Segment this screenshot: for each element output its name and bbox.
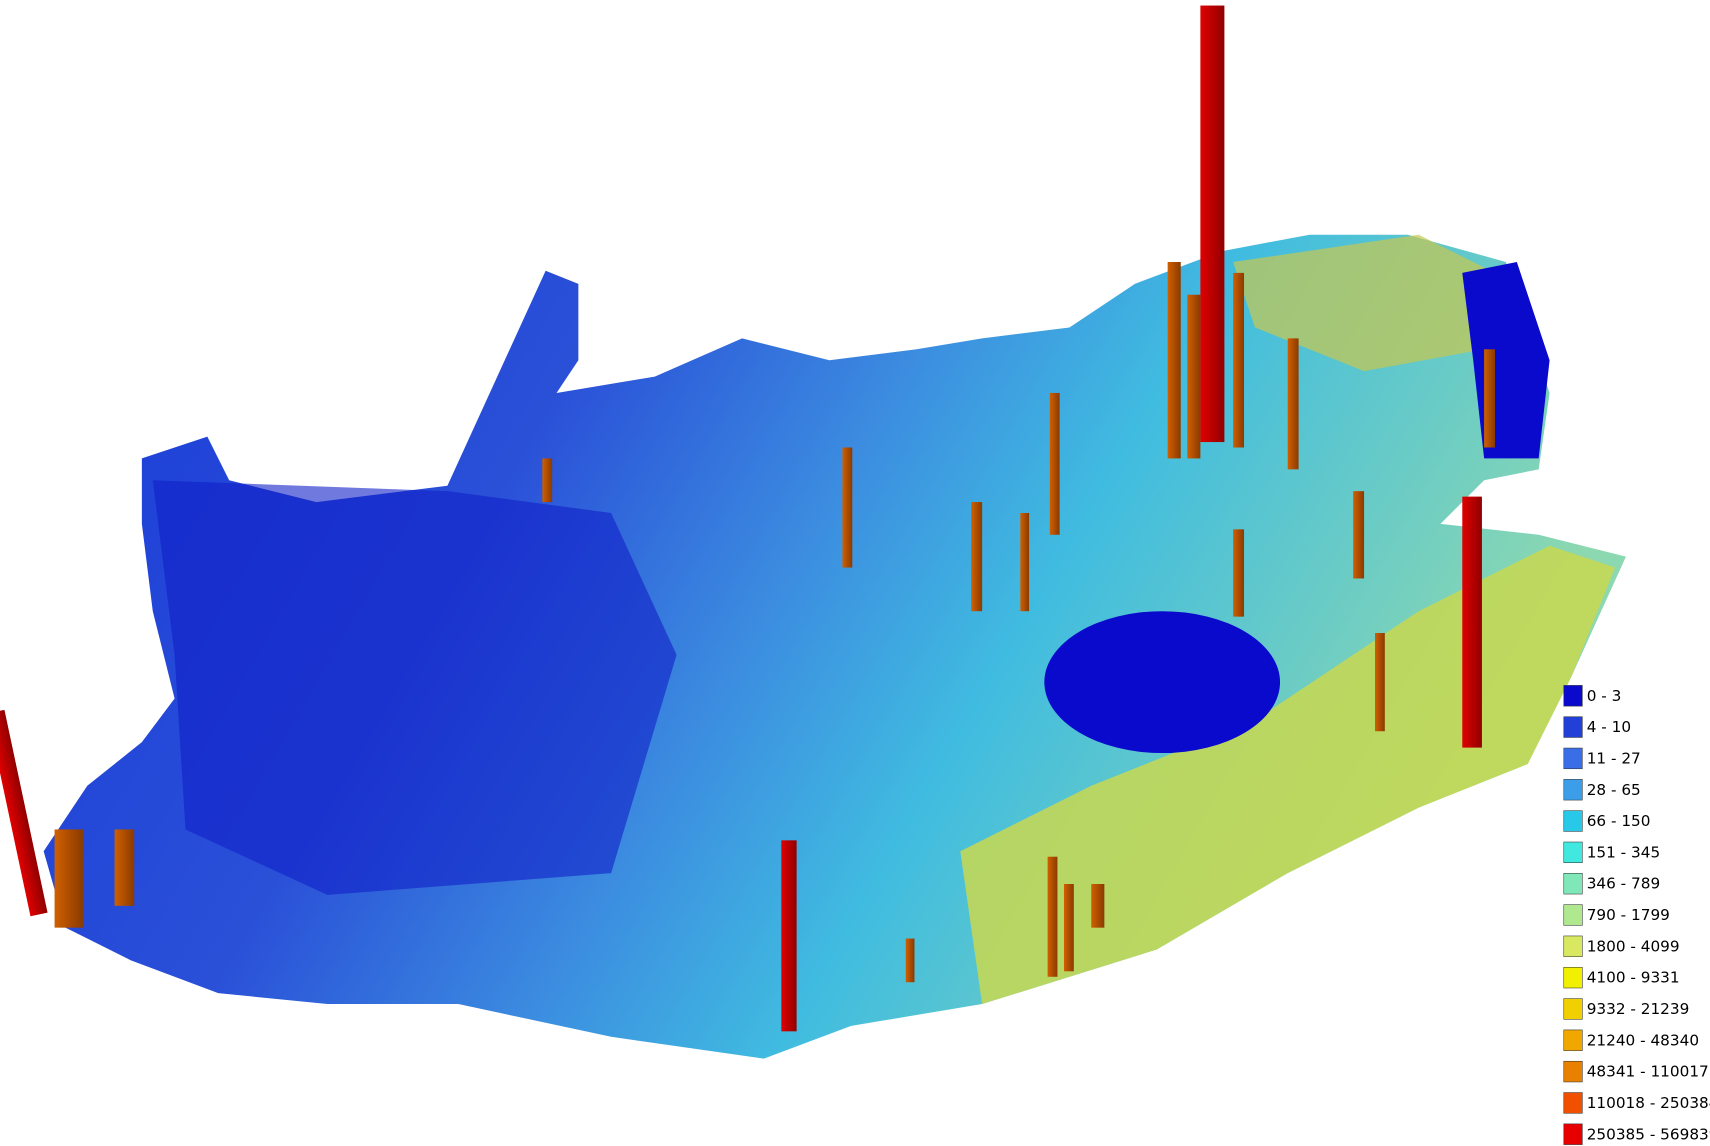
- legend-label: 28 - 65: [1587, 781, 1641, 799]
- legend-swatch: [1564, 999, 1583, 1020]
- legend-swatch: [1564, 1093, 1583, 1114]
- legend-label: 48341 - 110017: [1587, 1063, 1709, 1081]
- legend-label: 9332 - 21239: [1587, 1000, 1690, 1018]
- legend-label: 110018 - 250384: [1587, 1094, 1710, 1112]
- legend-label: 250385 - 569839: [1587, 1125, 1710, 1143]
- page: 0 - 3 4 - 10 11 - 27 28 - 65 66 - 150 151 - 3…: [0, 0, 1710, 1146]
- legend-label: 4 - 10: [1587, 718, 1631, 736]
- legend-swatch: [1564, 811, 1583, 832]
- legend-label: 66 - 150: [1587, 812, 1651, 830]
- legend-swatch: [1564, 936, 1583, 957]
- legend: 0 - 3 4 - 10 11 - 27 28 - 65 66 - 150 151 - 3…: [1564, 685, 1710, 1144]
- legend-swatch: [1564, 905, 1583, 926]
- legend-swatch: [1564, 1030, 1583, 1051]
- legend-swatch: [1564, 1124, 1583, 1145]
- legend-label: 0 - 3: [1587, 687, 1622, 705]
- legend-swatch: [1564, 779, 1583, 800]
- legend-label: 151 - 345: [1587, 843, 1661, 861]
- legend-swatch: [1564, 842, 1583, 863]
- legend-swatch: [1564, 873, 1583, 894]
- land: [44, 235, 1626, 1059]
- legend-label: 790 - 1799: [1587, 906, 1670, 924]
- legend-label: 21240 - 48340: [1587, 1031, 1699, 1049]
- legend-swatch: [1564, 748, 1583, 769]
- legend-label: 346 - 789: [1587, 875, 1661, 893]
- legend-swatch: [1564, 685, 1583, 706]
- map-view: 0 - 3 4 - 10 11 - 27 28 - 65 66 - 150 151 - 3…: [0, 0, 1710, 1146]
- legend-swatch: [1564, 967, 1583, 988]
- legend-label: 4100 - 9331: [1587, 969, 1680, 987]
- legend-swatch: [1564, 717, 1583, 738]
- legend-label: 11 - 27: [1587, 749, 1641, 767]
- legend-label: 1800 - 4099: [1587, 937, 1680, 955]
- legend-swatch: [1564, 1061, 1583, 1082]
